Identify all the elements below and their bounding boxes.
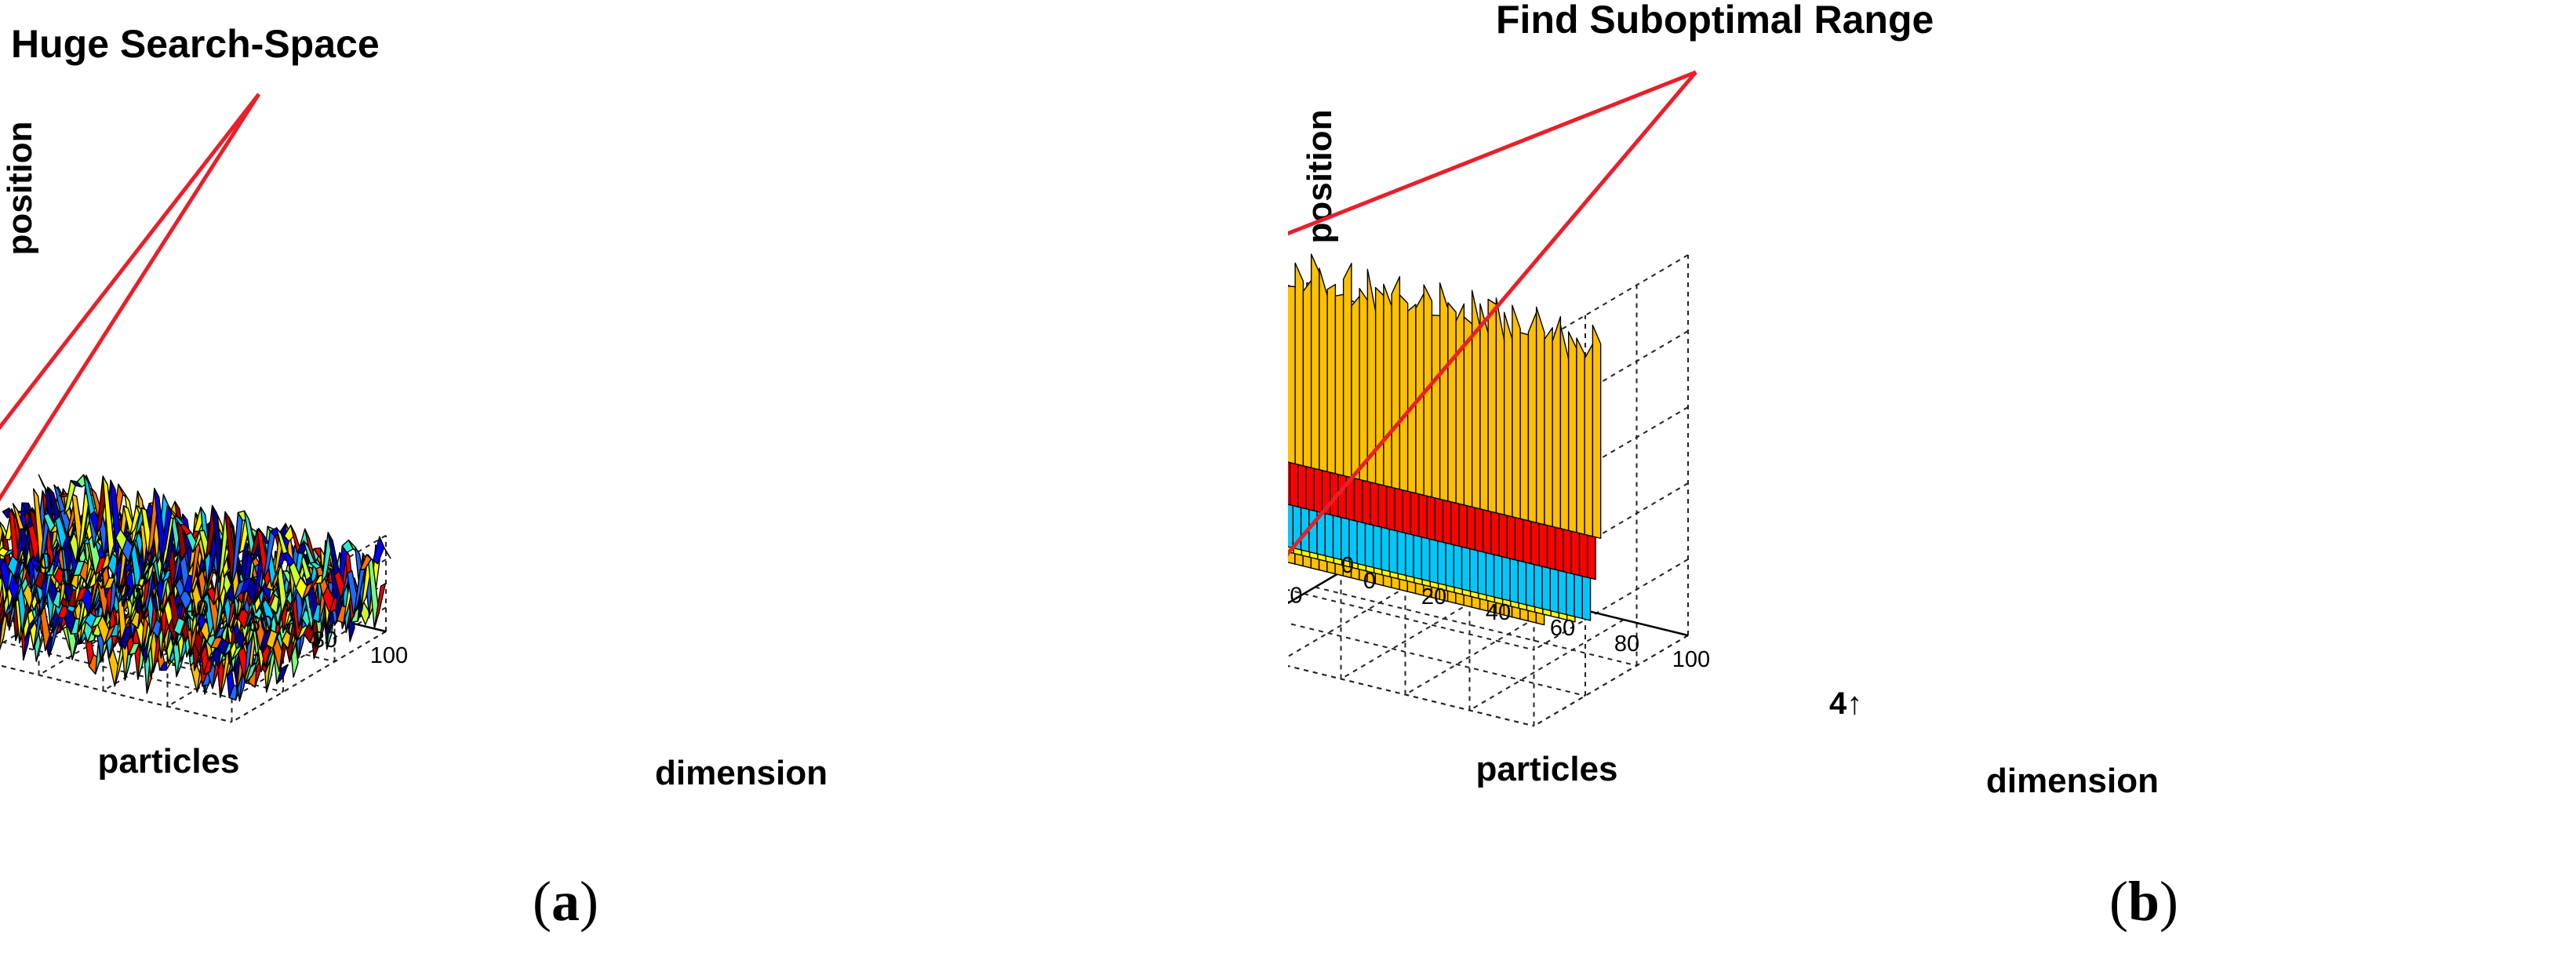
surface-patch bbox=[1544, 327, 1553, 527]
x-tick-label: 60 bbox=[1550, 616, 1575, 641]
surface-patch bbox=[1559, 324, 1570, 531]
surface-patch bbox=[1576, 337, 1585, 535]
surface-patch bbox=[1406, 304, 1417, 494]
surface-patch bbox=[1535, 306, 1545, 526]
x-tick-label: 20 bbox=[1421, 584, 1446, 609]
surface-patch bbox=[1391, 275, 1401, 490]
y-tick-labels: 0102030 bbox=[0, 549, 52, 605]
surface-patch bbox=[1471, 289, 1481, 510]
surface-patch bbox=[276, 664, 289, 685]
x-tick-label: 80 bbox=[312, 628, 337, 653]
panel-b: 420-2-4-60102030020406080100positiondime… bbox=[1288, 0, 2576, 957]
arrow-line bbox=[1288, 70, 1697, 236]
annotation-title: Find Suboptimal Range bbox=[1496, 0, 1934, 42]
z-axis-label: position bbox=[1301, 109, 1339, 243]
x-tick-label: 100 bbox=[370, 643, 408, 668]
x-tick-label: 60 bbox=[248, 612, 273, 637]
surface-patch bbox=[1552, 315, 1562, 529]
chart-b-svg: 420-2-4-60102030020406080100positiondime… bbox=[1288, 0, 2159, 800]
annotation-arrows bbox=[1288, 70, 1697, 557]
arrow-line bbox=[0, 93, 260, 431]
panel-a: 100500-50-1000102030020406080100position… bbox=[0, 22, 828, 933]
x-tick-label: 80 bbox=[1614, 631, 1639, 657]
y-tick-label: 10 bbox=[1288, 584, 1303, 609]
surface-patch bbox=[373, 583, 387, 629]
x-tick-label: 20 bbox=[119, 580, 144, 606]
surface-patch bbox=[1359, 288, 1369, 482]
x-axis-label: dimension bbox=[1986, 762, 2159, 800]
y-axis-label: particles bbox=[1476, 750, 1618, 788]
y-tick-label: 0 bbox=[1341, 553, 1354, 578]
surface-patch bbox=[1310, 253, 1320, 471]
surface-patch bbox=[1431, 315, 1441, 500]
x-tick-label: 0 bbox=[61, 565, 74, 590]
surface-patch bbox=[1326, 283, 1337, 475]
surface bbox=[0, 474, 391, 702]
surface-patch bbox=[1399, 294, 1409, 492]
surface-patch bbox=[1294, 262, 1304, 467]
surface-patch bbox=[1302, 279, 1312, 468]
annotation-title: Huge Search-Space bbox=[11, 22, 380, 66]
inline-label: 4↑ bbox=[1829, 686, 1862, 721]
surface-patch bbox=[1383, 283, 1392, 488]
x-tick-label: 40 bbox=[1486, 600, 1511, 625]
surface-patch bbox=[1519, 332, 1530, 522]
surface-patch bbox=[1584, 343, 1594, 537]
surface-patch bbox=[1495, 297, 1505, 515]
surface-patch bbox=[1351, 296, 1360, 480]
surface bbox=[1288, 253, 1602, 626]
x-tick-labels: 0 20 40 60 80 100 bbox=[1363, 569, 1710, 672]
surface-patch bbox=[1592, 324, 1602, 539]
x-tick-label: 40 bbox=[184, 596, 209, 621]
z-axis-label: position bbox=[1, 121, 39, 255]
surface-patch bbox=[1374, 286, 1384, 486]
surface-patch bbox=[1503, 311, 1513, 518]
arrow-line bbox=[1288, 71, 1697, 557]
surface-patch bbox=[1567, 331, 1577, 533]
surface-patch bbox=[1447, 302, 1457, 504]
surface-patch bbox=[1455, 303, 1465, 506]
surface-patch bbox=[1512, 304, 1521, 519]
y-tick-labels: 0102030 bbox=[1288, 553, 1354, 609]
surface-patch bbox=[1288, 286, 1296, 464]
surface-patch bbox=[1527, 311, 1537, 523]
surface-patch bbox=[1319, 267, 1328, 472]
x-axis-label: dimension bbox=[655, 754, 828, 792]
y-tick-label: 10 bbox=[0, 580, 1, 605]
surface-patch bbox=[1439, 282, 1449, 502]
surface-patch bbox=[1487, 298, 1497, 514]
chart-a-svg: 100500-50-1000102030020406080100position… bbox=[0, 22, 828, 792]
surface-patch bbox=[1342, 263, 1352, 478]
y-axis-label: particles bbox=[98, 742, 240, 781]
x-tick-labels: 0 20 40 60 80 100 bbox=[61, 565, 408, 668]
x-tick-label: 100 bbox=[1672, 647, 1710, 672]
annotation-arrows bbox=[0, 93, 261, 502]
surface-patch bbox=[379, 536, 391, 559]
surface-patch bbox=[1334, 293, 1344, 476]
x-tick-label: 0 bbox=[1363, 569, 1376, 594]
caption-a: (a) bbox=[533, 870, 599, 933]
caption-b: (b) bbox=[2108, 870, 2178, 933]
arrow-line bbox=[0, 93, 261, 502]
y-tick-label: 0 bbox=[39, 549, 52, 574]
surface-patch bbox=[1479, 303, 1489, 511]
